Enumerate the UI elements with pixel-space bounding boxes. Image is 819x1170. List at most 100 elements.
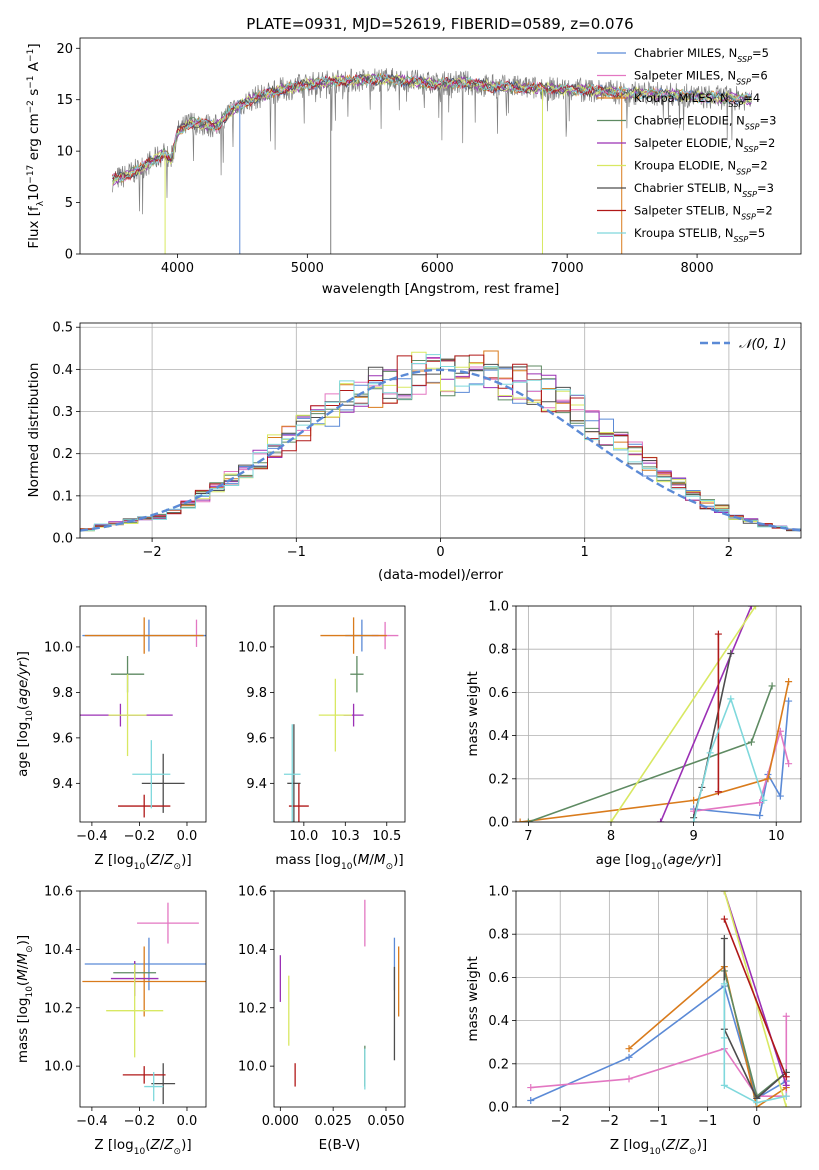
weight-marker [720,891,728,895]
x-tick-label: 10.0 [289,829,318,844]
y-axis-label: mass [log10(M/M⊙)] [15,935,35,1063]
weight-line-4 [659,606,753,822]
data-point-0 [84,937,206,991]
weight-marker [764,775,772,783]
weight-line-7 [723,918,788,1078]
y-tick-label: 20 [56,42,73,57]
axes-frame [515,890,802,1108]
axes-4: 7 8 9 10 0.0 0.2 0.4 0.6 0.8 1.0 [488,600,802,844]
weight-marker [768,682,776,690]
x-tick-label: 0 [436,545,444,560]
x-tick-label: −2 [551,1114,570,1129]
weight-marker [753,1099,761,1107]
weight-marker [782,1081,790,1089]
x-axis-label: mass [log10(M/M⊙)] [275,852,403,872]
y-tick-label: 9.4 [246,777,267,792]
plot-area [516,606,793,822]
legend-entry: Chabrier MILES, NSSP=5 [634,46,769,64]
plot-area [283,617,399,822]
weight-marker [752,606,760,610]
weight-marker [657,818,665,822]
plot-area [82,902,206,1105]
weight-marker [782,1073,790,1081]
legend-entry: Salpeter ELODIE, NSSP=2 [634,136,775,154]
weight-marker [607,818,615,822]
x-tick-label: −1 [698,1114,717,1129]
weight-marker [747,738,755,746]
axes-1: −2 −1 0 1 2 0.0 0.1 0.2 0.3 0.4 0.5 [52,321,802,560]
axes-frame [273,890,406,1108]
axes-7: −2 −2 −1 −1 0 0.0 0.2 0.4 0.6 0.8 1.0 [488,885,802,1129]
y-tick-label: 0 [65,248,73,263]
y-tick-label: 9.4 [52,777,73,792]
y-tick-label: 0.8 [488,643,509,658]
legend-entry: Kroupa ELODIE, NSSP=2 [634,159,768,177]
axes-frame [79,37,802,255]
axes-frame [79,605,207,823]
y-tick-label: 10.2 [238,1001,267,1016]
x-tick-label: 4000 [161,261,194,276]
plot-area [80,617,206,818]
weight-line-3 [528,685,773,822]
residual-histogram-8 [80,354,801,538]
plot-area [80,350,801,538]
plot-area [279,899,400,1090]
weight-marker [625,1053,633,1061]
model-spectrum-5 [112,73,752,186]
x-tick-label: 0.025 [315,1114,352,1129]
axes-frame [79,322,802,539]
gaussian-reference-curve [80,368,801,532]
y-tick-label: 9.8 [246,686,267,701]
y-tick-label: 10.0 [238,1060,267,1075]
weight-line-4 [723,891,788,1086]
y-tick-label: 1.0 [488,600,509,615]
weight-marker [720,915,728,923]
weight-marker [516,818,524,822]
x-axis-label: Z [log10(Z/Z⊙)] [94,852,191,872]
chart-title: PLATE=0931, MJD=52619, FIBERID=0589, z=0… [246,15,633,33]
weight-line-5 [610,606,757,822]
legend-entry: Salpeter STELIB, NSSP=2 [634,204,773,222]
weight-marker [714,788,722,796]
axes-3: 10.0 10.3 10.5 9.4 9.6 9.8 10.0 [238,605,406,844]
y-tick-label: 0.4 [52,363,73,378]
axes-frame [79,890,207,1108]
legend-entry: Salpeter MILES, NSSP=6 [634,69,768,87]
x-tick-label: −2 [600,1114,619,1129]
weight-marker [785,697,793,705]
x-axis-label: (data-model)/error [378,567,504,583]
y-tick-label: 0.4 [488,729,509,744]
data-point-2 [84,617,204,654]
weight-marker [782,1012,790,1020]
axes-frame [515,605,802,823]
data-point-1 [137,902,199,944]
y-tick-label: 0.1 [52,489,73,504]
weight-marker [720,980,728,988]
data-point-5 [108,674,147,757]
x-tick-label: 7000 [551,261,584,276]
weight-line-1 [693,728,790,812]
y-tick-label: 10.4 [44,943,73,958]
data-point-5 [106,963,164,1058]
legend-entry: Chabrier STELIB, NSSP=3 [634,181,774,199]
x-tick-label: 8 [607,829,615,844]
y-axis-label: Flux [fλ10−17 erg cm−2 s−1 A−1] [26,43,46,248]
y-tick-label: 10 [56,145,73,160]
x-tick-label: −2 [143,545,162,560]
legend-entry: Kroupa STELIB, NSSP=5 [634,226,765,244]
weight-marker [690,818,698,822]
x-tick-label: 1 [581,545,589,560]
weight-marker [727,650,735,658]
data-point-8 [132,740,171,809]
x-tick-label: 8000 [681,261,714,276]
y-axis-label: Normed distribution [26,363,42,498]
y-tick-label: 10.2 [44,1001,73,1016]
x-tick-label: 0.050 [367,1114,404,1129]
x-tick-label: −0.4 [76,829,108,844]
weight-marker [524,818,532,822]
plot-area [527,891,790,1107]
x-tick-label: 0.000 [262,1114,299,1129]
legend-entry: 𝒩(0, 1) [739,337,786,352]
y-tick-label: 0.2 [488,772,509,787]
y-axis-label: mass weight [465,671,481,756]
